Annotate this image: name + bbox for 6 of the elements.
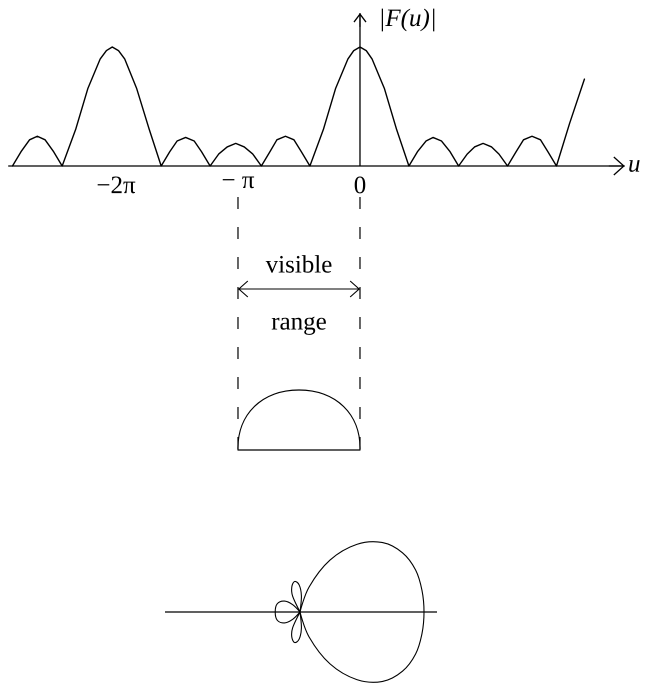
- x-tick-label: − π: [222, 176, 254, 188]
- x-axis-title: u: [629, 160, 640, 172]
- x-tick-label: −2π: [98, 176, 136, 194]
- y-axis-title: |F(u)|: [382, 8, 434, 32]
- text: visible range: [266, 255, 332, 335]
- x-tick-label: 0: [354, 176, 366, 194]
